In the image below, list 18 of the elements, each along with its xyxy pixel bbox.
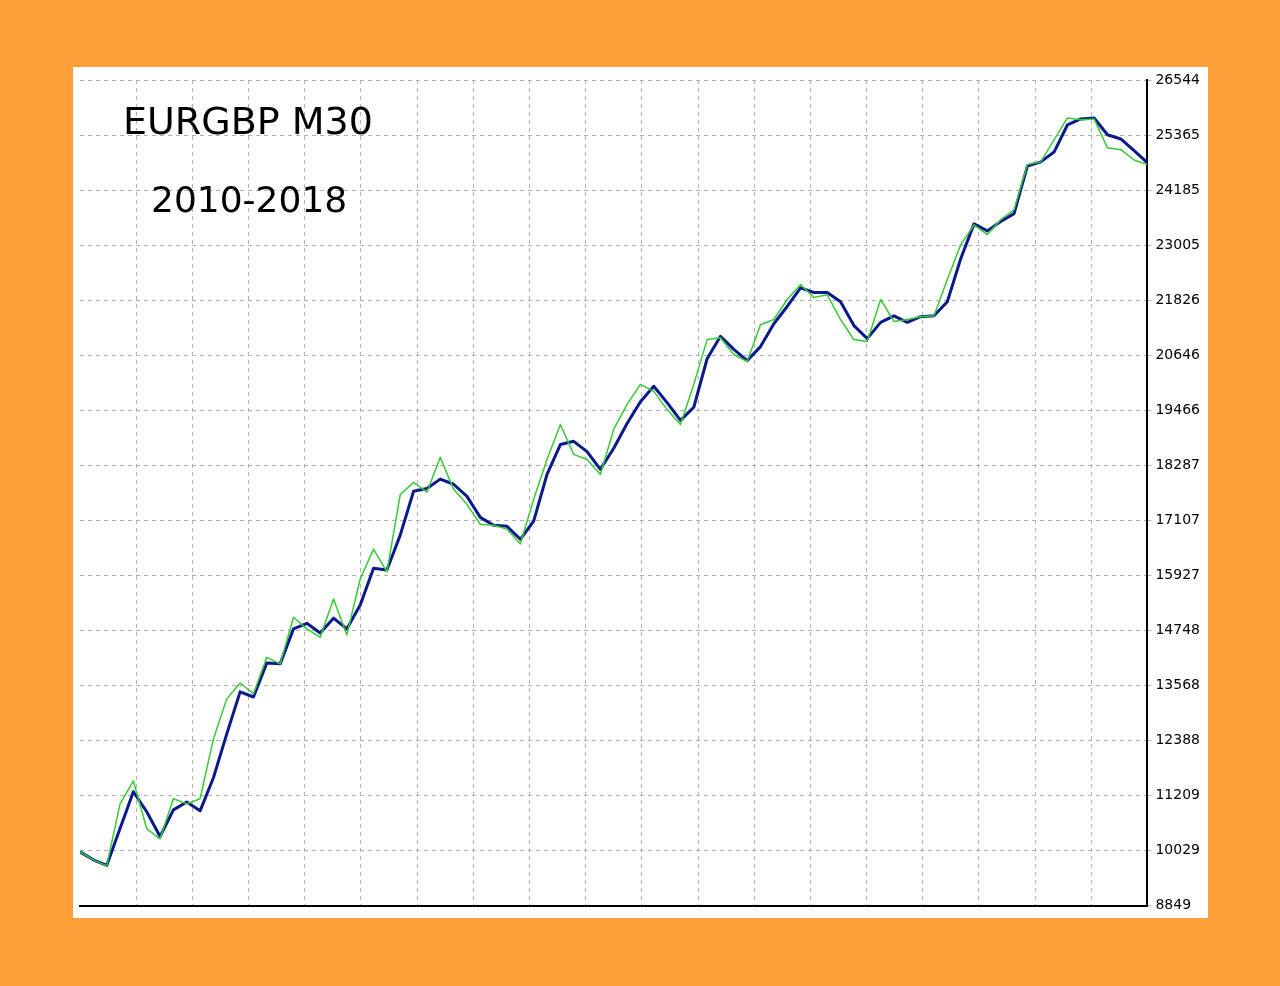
y-tick-label: 13568 <box>1155 676 1201 693</box>
y-tick-label: 17107 <box>1155 510 1201 527</box>
y-tick-label: 23005 <box>1155 235 1201 252</box>
y-tick-label: 24185 <box>1155 180 1201 197</box>
y-tick-label: 10029 <box>1155 841 1201 858</box>
y-tick-label: 12388 <box>1155 731 1201 748</box>
text: 2010-2018 <box>151 179 348 220</box>
y-tick-label: 15927 <box>1155 566 1201 582</box>
y-tick-label: 14748 <box>1155 621 1201 638</box>
y-tick-label: 19466 <box>1155 400 1201 417</box>
y-tick-label: 8849 <box>1155 896 1192 913</box>
y-tick-label: 18287 <box>1155 455 1201 472</box>
y-tick-label: 11209 <box>1155 786 1201 803</box>
y-tick-label: 26544 <box>1155 70 1201 87</box>
y-tick-label: 20646 <box>1155 345 1201 362</box>
text: EURGBP M30 <box>123 99 373 143</box>
y-tick-label: 25365 <box>1155 125 1201 142</box>
y-tick-label: 21826 <box>1155 290 1201 307</box>
